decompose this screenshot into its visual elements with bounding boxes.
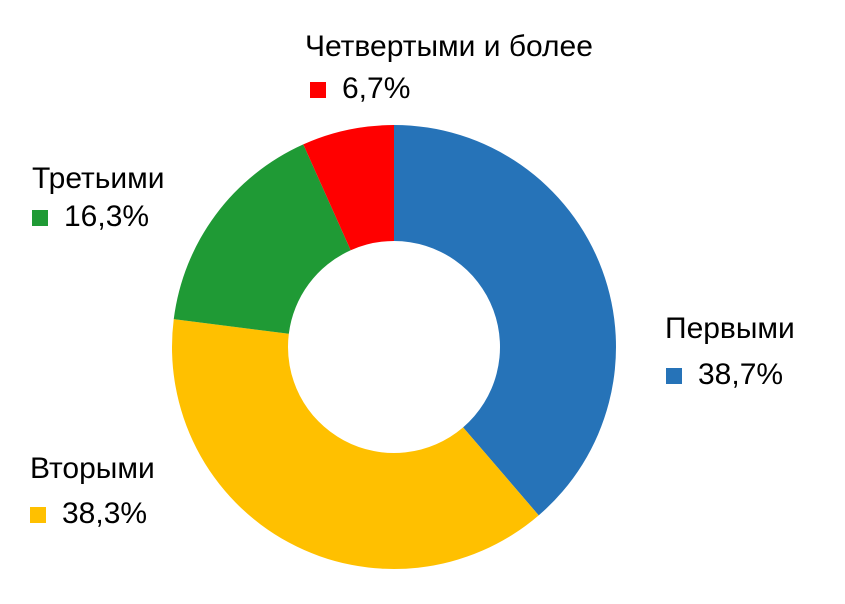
donut-segment (171, 319, 539, 569)
legend-swatch (30, 507, 46, 523)
value-label: 16,3% (64, 200, 149, 233)
label-name: Первыми (665, 312, 795, 345)
value-label: 38,3% (62, 497, 147, 530)
label-name: Четвертыми и более (305, 30, 593, 63)
label-name: Вторыми (30, 452, 155, 485)
donut-segment (303, 125, 394, 251)
legend-swatch (666, 368, 682, 384)
donut-segment (394, 125, 617, 516)
value-label: 38,7% (698, 358, 783, 391)
legend-swatch (310, 82, 326, 98)
donut-segment (173, 144, 351, 334)
value-label: 6,7% (342, 72, 410, 105)
label-name: Третьими (32, 162, 165, 195)
legend-swatch (32, 210, 48, 226)
